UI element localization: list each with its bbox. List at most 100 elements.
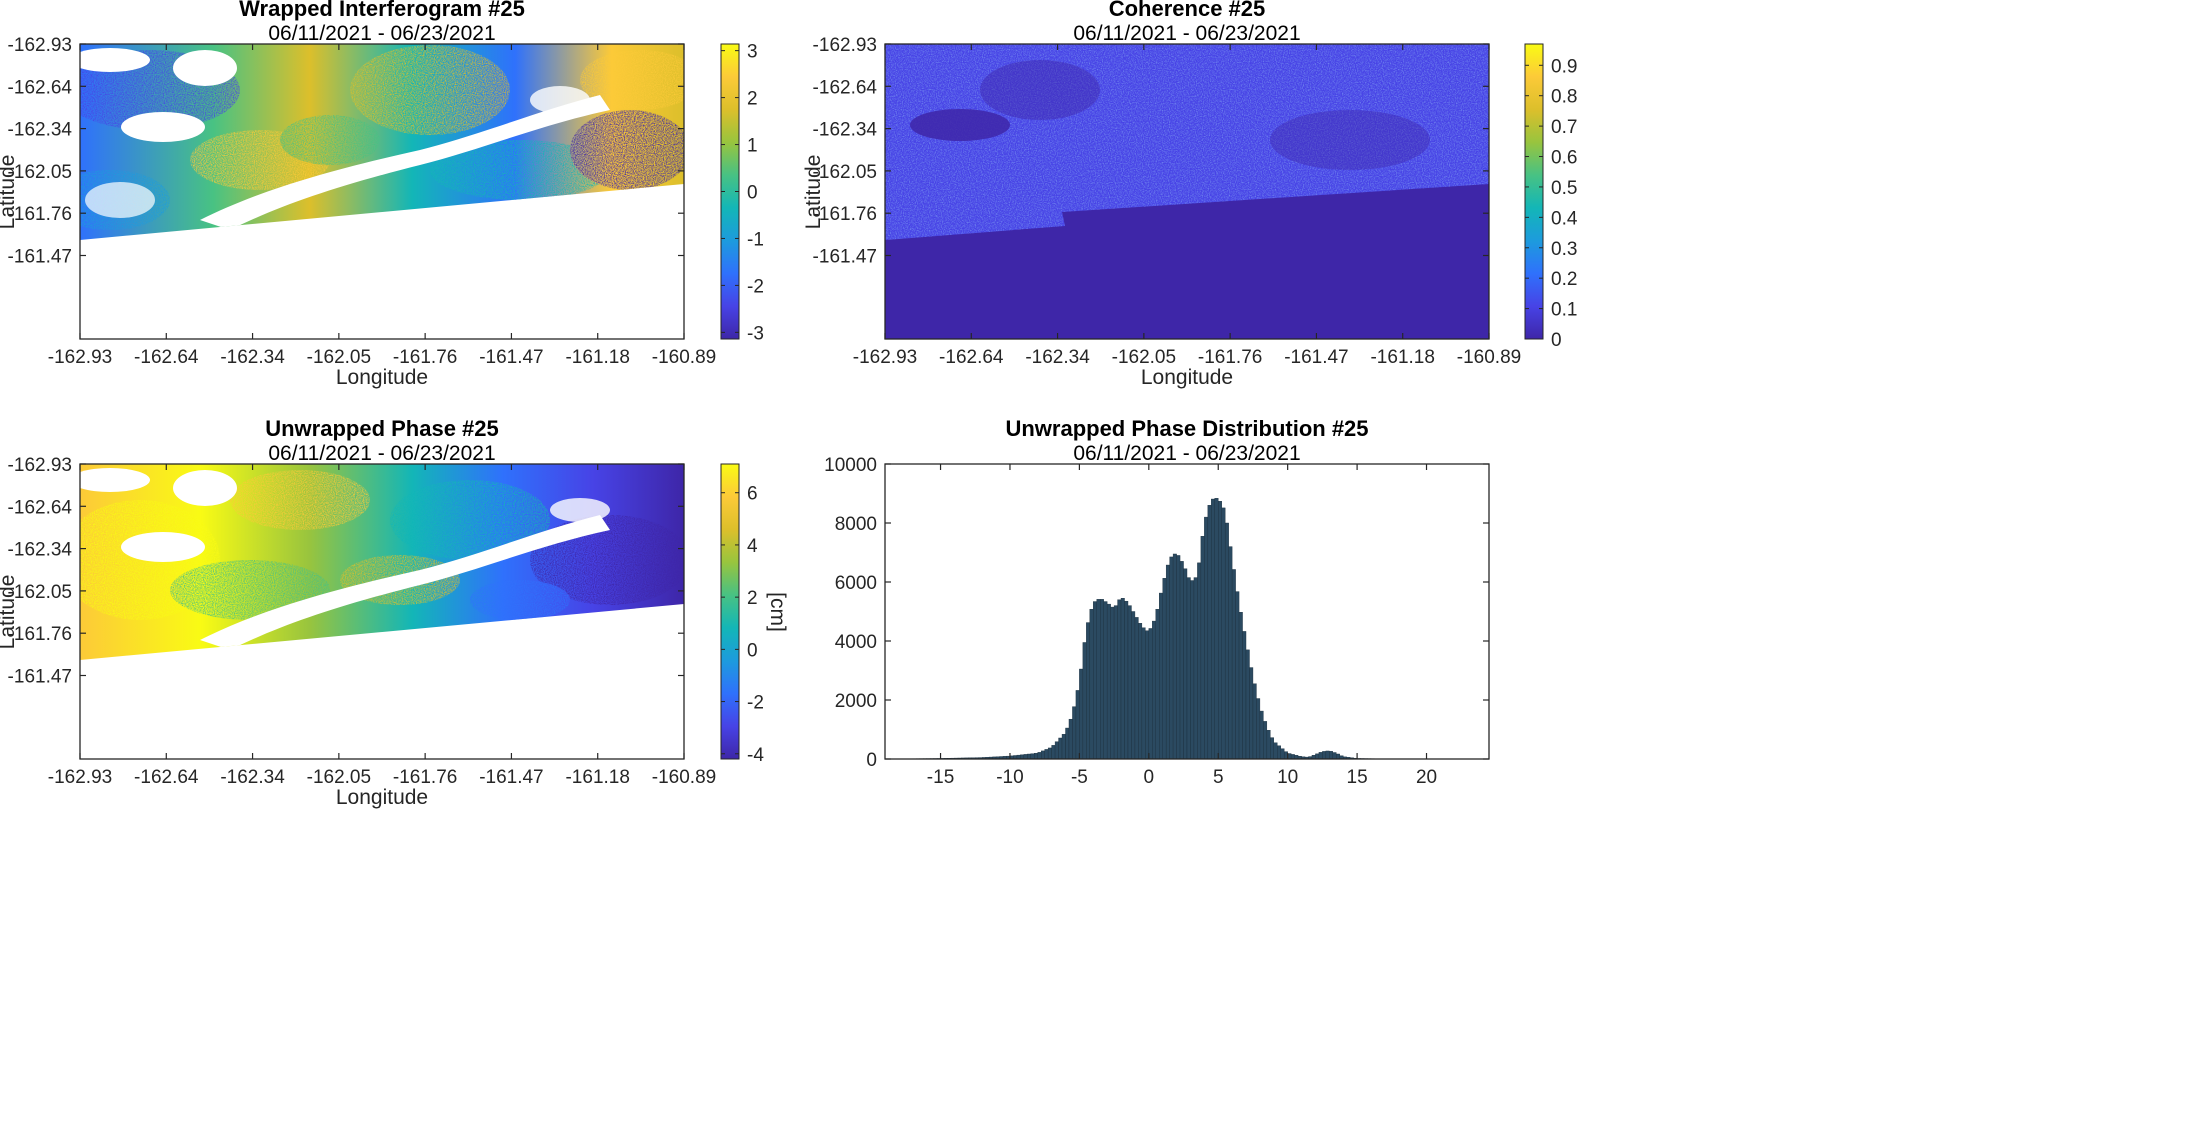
histogram-bar	[1253, 684, 1256, 759]
lon-tick-label: -162.93	[853, 347, 917, 368]
colorbar-tick-label: -2	[747, 693, 764, 714]
colorbar-tick-label: 0.1	[1551, 300, 1577, 321]
lat-tick-label: -162.34	[8, 120, 73, 141]
lon-tick-label: -162.93	[48, 767, 112, 788]
histogram-bar	[1107, 604, 1110, 759]
lon-tick-label: -161.18	[1370, 347, 1434, 368]
colorbar-tick-label: 0	[747, 640, 758, 661]
histogram-bar	[1024, 754, 1027, 759]
histogram-bar	[1159, 593, 1162, 759]
histogram-bar	[1249, 668, 1252, 759]
wrapped-ylabel: Latitude	[0, 155, 19, 230]
histogram-bar	[1322, 751, 1325, 759]
histogram-bar	[1149, 628, 1152, 759]
histogram-bar	[1145, 631, 1148, 759]
histogram-bar	[1100, 599, 1103, 759]
histogram-bar	[1059, 738, 1062, 759]
colorbar-tick-label: 2	[747, 588, 758, 609]
histogram-bar	[1267, 730, 1270, 759]
histogram-bar	[1062, 734, 1065, 759]
histogram-bar	[1319, 752, 1322, 759]
histogram-bar	[1055, 742, 1058, 759]
lat-tick-label: -161.47	[8, 667, 72, 688]
wrapped-title: Wrapped Interferogram #25	[239, 0, 525, 21]
histogram-bar	[1315, 754, 1318, 759]
histogram-bar	[1197, 563, 1200, 759]
lon-tick-label: -161.18	[565, 347, 629, 368]
unwrapped-ylabel: Latitude	[0, 575, 19, 650]
histogram-bar	[1246, 650, 1249, 759]
histogram-bars	[885, 498, 1427, 759]
histogram-x-tick-label: -15	[927, 767, 954, 788]
histogram-bar	[1128, 606, 1131, 759]
histogram-bar	[1263, 721, 1266, 759]
histogram-bar	[1131, 612, 1134, 760]
lat-tick-label: -162.93	[813, 35, 877, 56]
colorbar-tick-label: 0.3	[1551, 239, 1577, 260]
histogram-subtitle: 06/11/2021 - 06/23/2021	[1073, 442, 1300, 465]
coherence-image	[885, 44, 1489, 339]
histogram-bar	[1034, 753, 1037, 759]
histogram-bar	[1243, 631, 1246, 759]
lon-tick-label: -160.89	[652, 767, 716, 788]
histogram-bar	[1229, 547, 1232, 759]
histogram-bar	[1222, 508, 1225, 759]
histogram-x-tick-label: 10	[1277, 767, 1298, 788]
histogram-bar	[1079, 669, 1082, 759]
histogram-bar	[1027, 754, 1030, 759]
coherence-subtitle: 06/11/2021 - 06/23/2021	[1073, 22, 1300, 45]
histogram-bar	[1125, 601, 1128, 759]
unwrapped-colorbar-label: [cm]	[766, 592, 789, 632]
lon-tick-label: -162.34	[1025, 347, 1090, 368]
histogram-bar	[1281, 749, 1284, 759]
histogram-bar	[1208, 505, 1211, 759]
lon-tick-label: -161.18	[565, 767, 629, 788]
colorbar-tick-label: 0.6	[1551, 148, 1577, 169]
histogram-y-tick-label: 0	[866, 750, 877, 771]
histogram-bar	[1104, 602, 1107, 759]
lon-tick-label: -162.05	[1112, 347, 1176, 368]
histogram-bar	[1201, 536, 1204, 759]
histogram-bar	[1326, 751, 1329, 759]
lat-tick-label: -162.64	[8, 77, 73, 98]
histogram-bar	[1076, 690, 1079, 759]
unwrapped-phase-image	[60, 464, 690, 660]
colorbar-tick-label: 0.8	[1551, 87, 1577, 108]
histogram-y-tick-label: 4000	[835, 632, 877, 653]
histogram-bar	[1048, 748, 1051, 759]
histogram-x-tick-label: -5	[1071, 767, 1088, 788]
coherence-ylabel: Latitude	[802, 155, 825, 230]
histogram-bar	[1045, 749, 1048, 759]
histogram-x-tick-label: 15	[1347, 767, 1368, 788]
histogram-bar	[1333, 753, 1336, 759]
lon-tick-label: -162.64	[939, 347, 1004, 368]
histogram-bar	[1329, 751, 1332, 759]
coherence-title: Coherence #25	[1109, 0, 1266, 21]
colorbar-tick-label: 4	[747, 536, 758, 557]
colorbar-tick-label: -3	[747, 323, 764, 344]
coherence-colorbar	[1525, 44, 1543, 339]
histogram-bar	[1270, 738, 1273, 759]
histogram-bar	[1052, 745, 1055, 759]
histogram-bar	[1135, 617, 1138, 759]
colorbar-tick-label: 0.4	[1551, 208, 1578, 229]
histogram-x-tick-label: 20	[1416, 767, 1437, 788]
histogram-bar	[1156, 609, 1159, 759]
colorbar-tick-label: 0.9	[1551, 56, 1577, 77]
histogram-bar	[1180, 561, 1183, 759]
histogram-bar	[1121, 598, 1124, 759]
histogram-bar	[1114, 606, 1117, 759]
histogram-bar	[1225, 523, 1228, 759]
histogram-bar	[1232, 569, 1235, 759]
histogram-x-tick-label: 5	[1213, 767, 1224, 788]
lon-tick-label: -162.64	[134, 767, 199, 788]
histogram-bar	[1163, 578, 1166, 759]
lat-tick-label: -162.34	[813, 120, 878, 141]
histogram-bar	[1177, 555, 1180, 759]
lon-tick-label: -161.76	[393, 767, 457, 788]
histogram-bar	[1215, 498, 1218, 759]
colorbar-tick-label: 0.5	[1551, 178, 1577, 199]
histogram-bar	[1277, 746, 1280, 759]
lon-tick-label: -161.76	[1198, 347, 1262, 368]
histogram-bar	[1291, 754, 1294, 759]
